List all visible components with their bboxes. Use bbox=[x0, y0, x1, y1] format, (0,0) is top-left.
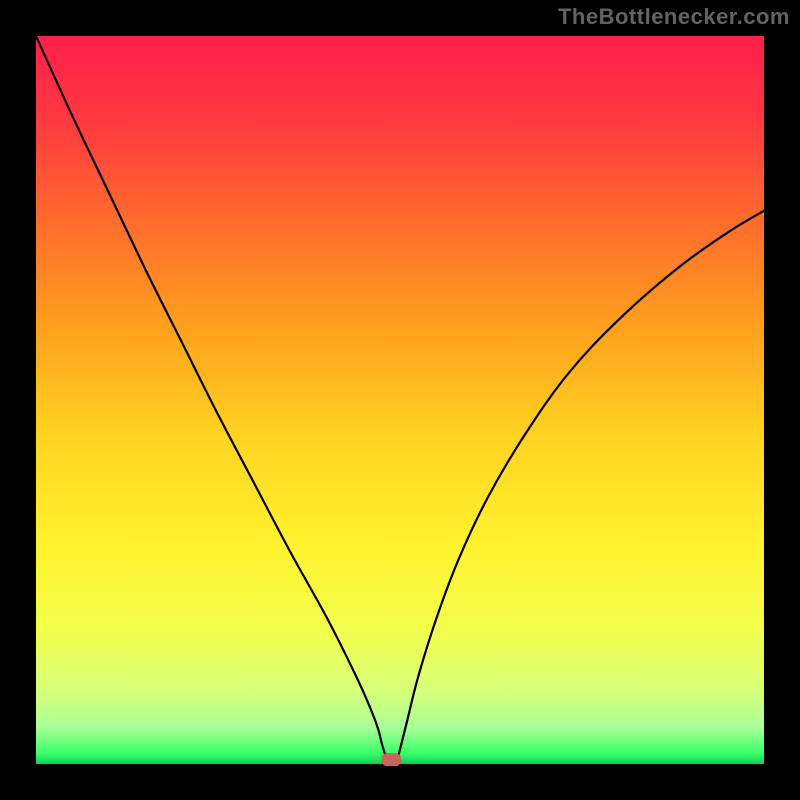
watermark-text: TheBottlenecker.com bbox=[558, 4, 790, 30]
chart-svg bbox=[0, 0, 800, 800]
plot-background bbox=[36, 36, 764, 764]
trough-marker bbox=[381, 753, 401, 766]
